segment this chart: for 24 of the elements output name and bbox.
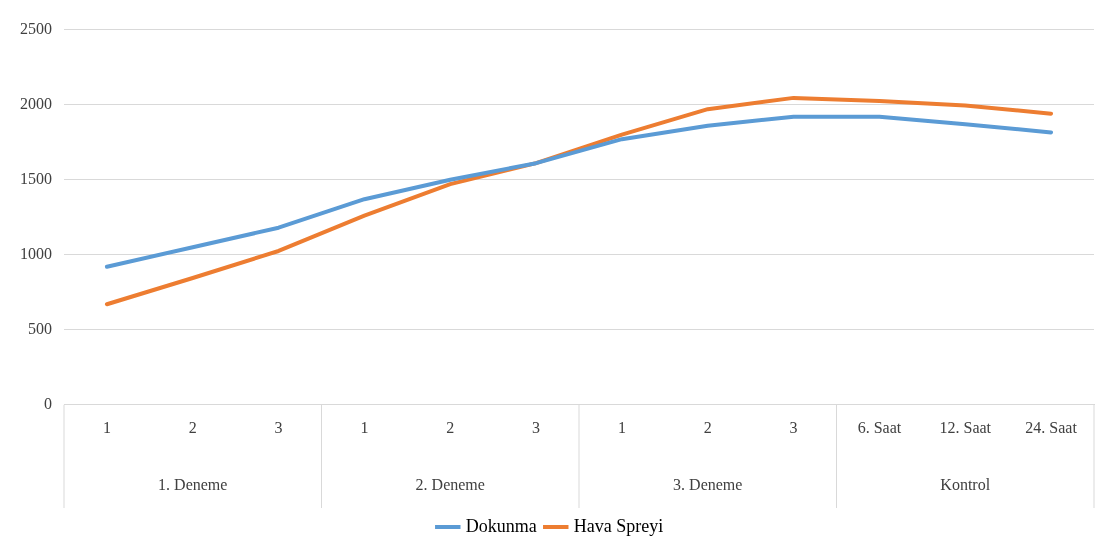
y-tick-label: 0 <box>44 395 52 412</box>
x-tick-label: 1 <box>360 418 369 436</box>
text: 2. Deneme <box>415 476 485 494</box>
x-tick-label: 3 <box>789 418 798 436</box>
x-tick-label: 1 <box>102 418 111 436</box>
x-tick-label: 24. Saat <box>1025 418 1078 436</box>
x-tick-label: 1 <box>617 418 626 436</box>
y-tick-label: 2500 <box>20 19 52 37</box>
y-tick-label: 1500 <box>20 169 52 187</box>
text: Kontrol <box>940 476 991 494</box>
x-tick-label: 6. Saat <box>857 418 902 436</box>
x-tick-label: 2 <box>188 418 197 436</box>
x-tick-label: 2 <box>446 418 455 436</box>
text: 3. Deneme <box>673 476 743 494</box>
x-tick-label: 3 <box>532 418 541 436</box>
legend-label: Hava Spreyi <box>573 515 664 536</box>
y-tick-label: 1000 <box>20 244 52 262</box>
x-tick-label: 2 <box>703 418 712 436</box>
y-tick-label: 500 <box>28 319 52 337</box>
x-tick-label: 12. Saat <box>939 418 992 436</box>
x-tick-label: 3 <box>274 418 283 436</box>
legend-label: Dokunma <box>465 515 537 536</box>
y-tick-label: 2000 <box>20 94 52 112</box>
text: 1. Deneme <box>158 476 228 494</box>
